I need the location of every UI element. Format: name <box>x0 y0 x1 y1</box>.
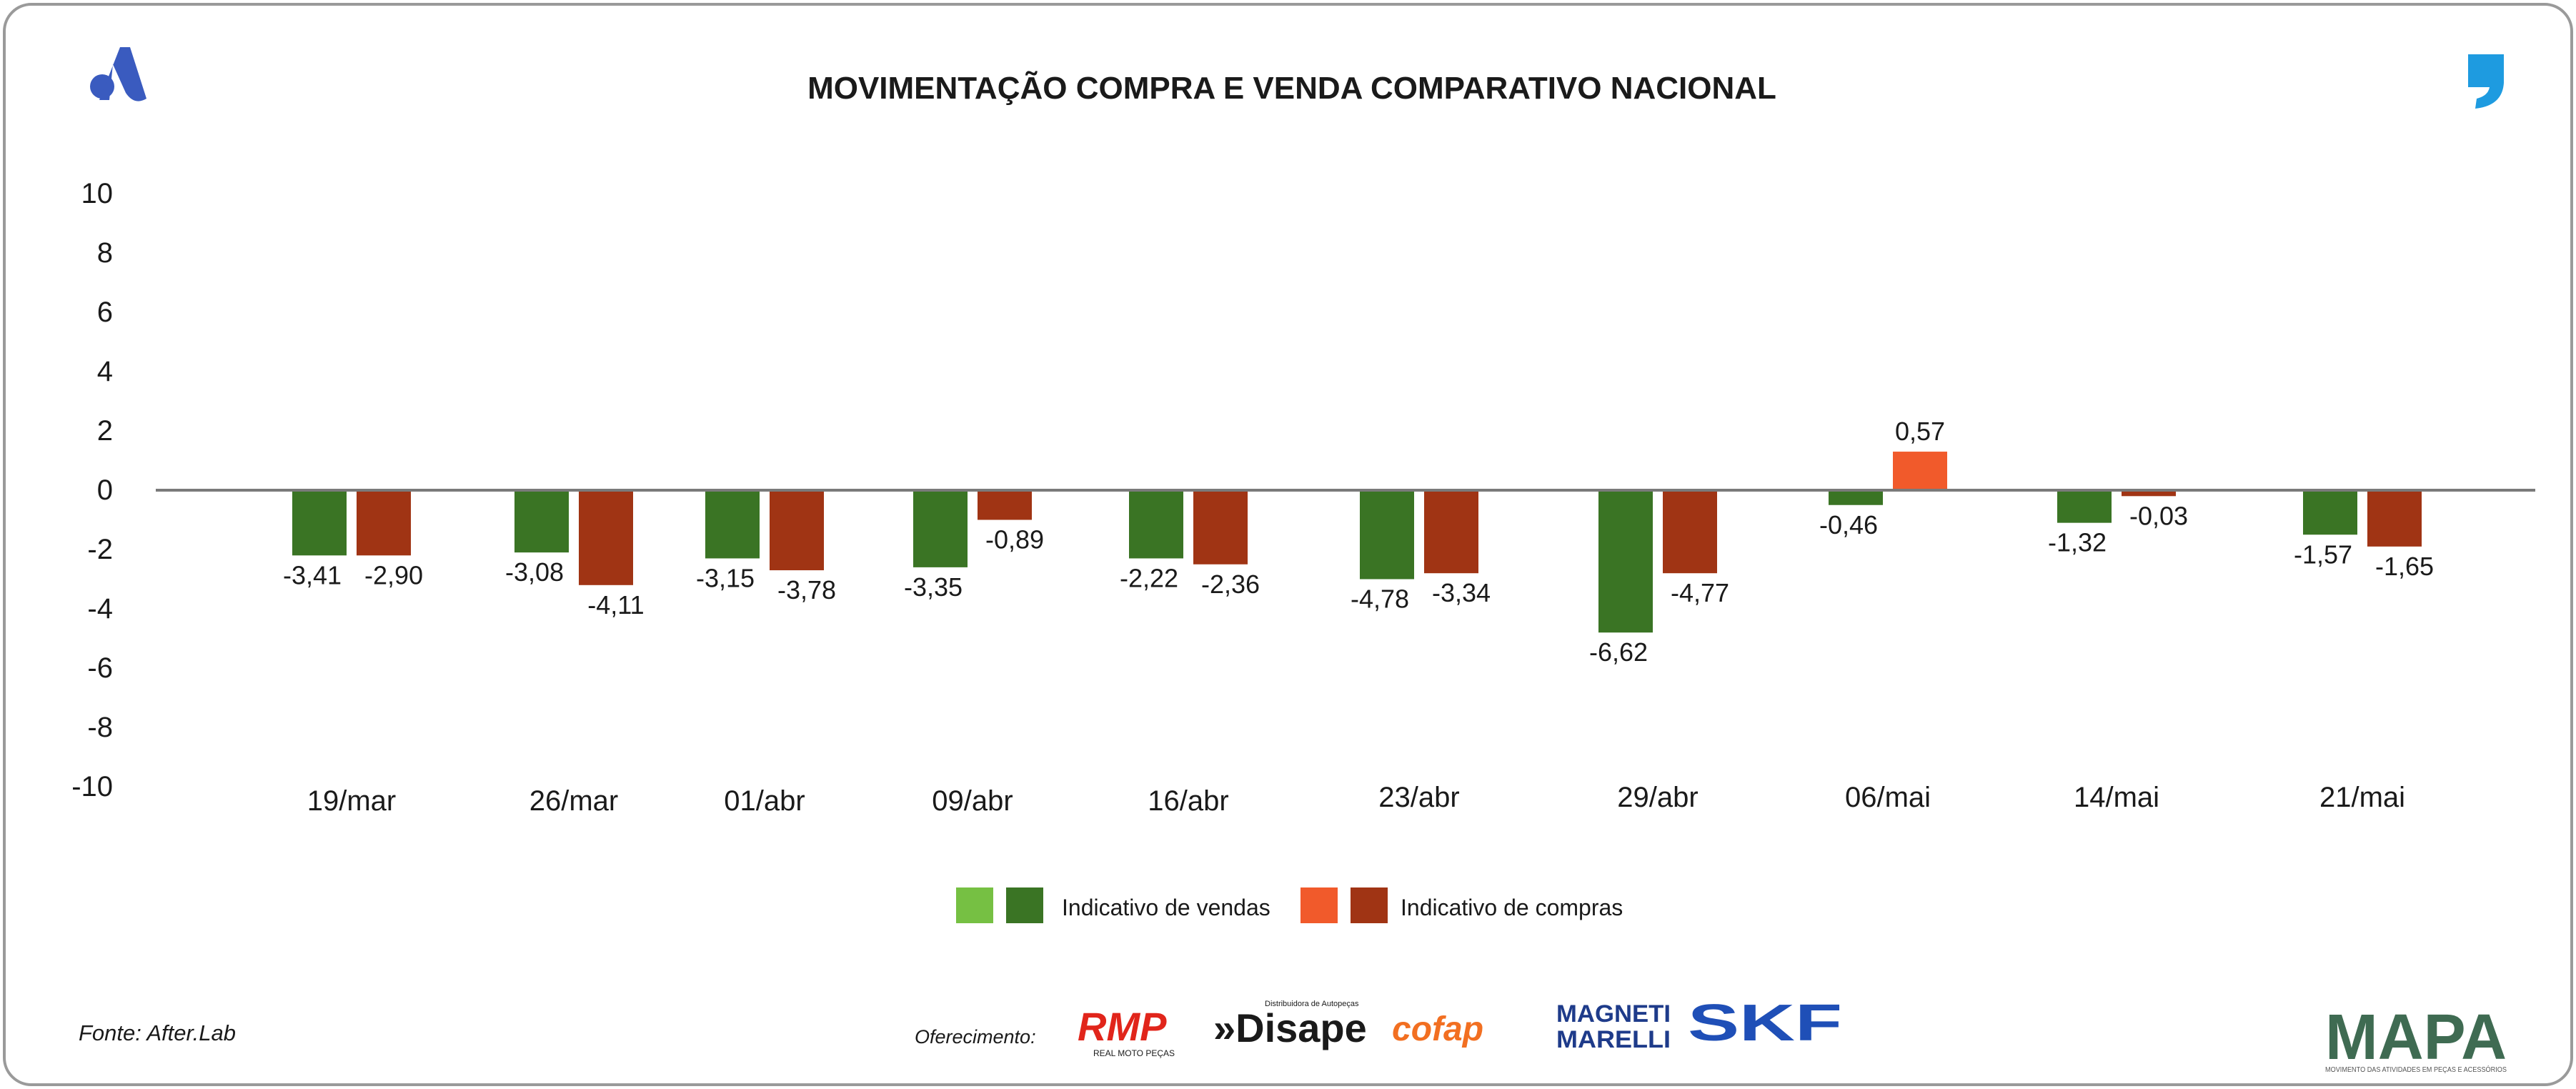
legend-label-compras: Indicativo de compras <box>1401 895 1623 920</box>
bar-compras-23-abr <box>1424 490 1478 574</box>
chart: MOVIMENTAÇÃO COMPRA E VENDA COMPARATIVO … <box>71 47 2535 1074</box>
mapa-logo: MAPA MOVIMENTO DAS ATIVIDADES EM PEÇAS E… <box>2325 1002 2507 1074</box>
y-tick: -4 <box>87 593 113 625</box>
bar-vendas-29-abr <box>1598 490 1653 633</box>
label-compras-21-mai: -1,65 <box>2375 552 2434 581</box>
bar-compras-26-mar <box>579 490 633 585</box>
afterlab-logo-icon <box>90 47 146 101</box>
disape-logo-text: »Disape <box>1213 1005 1367 1050</box>
bar-vendas-14-mai <box>2057 490 2112 523</box>
label-vendas-26-mar: -3,08 <box>505 557 564 587</box>
bar-compras-29-abr <box>1663 490 1717 574</box>
bar-labels-group: -3,41 -2,90 -3,08 -4,11 -3,15 -3,78 -3,35 -0,89… <box>283 417 2434 667</box>
y-tick: 8 <box>97 237 113 269</box>
disape-logo: Distribuidora de Autopeças »Disape <box>1213 1000 1367 1050</box>
y-tick: -8 <box>87 712 113 743</box>
skf-logo-text: SKF <box>1688 995 1842 1052</box>
sponsor-label: Oferecimento: <box>915 1026 1036 1048</box>
source-text: Fonte: After.Lab <box>79 1020 236 1045</box>
x-tick-14-mai: 14/mai <box>2074 782 2159 813</box>
y-tick: -10 <box>71 771 113 802</box>
legend-swatch-compras-dark <box>1351 887 1388 923</box>
bar-vendas-21-mai <box>2303 490 2357 535</box>
x-axis-ticks: 19/mar 26/mar 01/abr 09/abr 16/abr 23/abr 29/a… <box>307 782 2405 817</box>
bar-vendas-19-mar <box>292 490 347 556</box>
magneti-marelli-logo-text: MAGNETI <box>1556 1000 1671 1028</box>
label-compras-16-abr: -2,36 <box>1201 570 1260 599</box>
quote-mark-icon <box>2468 54 2504 109</box>
y-tick: -6 <box>87 652 113 684</box>
x-tick-29-abr: 29/abr <box>1617 782 1698 813</box>
label-vendas-14-mai: -1,32 <box>2048 528 2107 557</box>
bar-compras-09-abr <box>978 490 1032 520</box>
bar-compras-21-mai <box>2367 490 2422 547</box>
label-vendas-29-abr: -6,62 <box>1589 637 1648 667</box>
disape-logo-tagline: Distribuidora de Autopeças <box>1265 1000 1359 1008</box>
rmp-logo: RMP REAL MOTO PEÇAS <box>1078 1004 1175 1058</box>
label-compras-01-abr: -3,78 <box>777 575 836 605</box>
label-vendas-19-mar: -3,41 <box>283 560 342 590</box>
y-tick: 10 <box>81 178 114 209</box>
label-compras-14-mai: -0,03 <box>2129 501 2188 530</box>
legend-label-vendas: Indicativo de vendas <box>1062 895 1270 920</box>
label-vendas-23-abr: -4,78 <box>1351 585 1409 614</box>
legend-swatch-vendas-light <box>956 887 993 923</box>
rmp-logo-tagline: REAL MOTO PEÇAS <box>1093 1048 1175 1058</box>
label-compras-23-abr: -3,34 <box>1432 578 1491 607</box>
label-compras-26-mar: -4,11 <box>587 590 644 620</box>
x-tick-01-abr: 01/abr <box>724 785 805 817</box>
y-tick: 4 <box>97 356 113 387</box>
label-compras-06-mai: 0,57 <box>1895 417 1945 446</box>
label-compras-09-abr: -0,89 <box>985 525 1044 555</box>
bars-group <box>292 452 2422 633</box>
x-tick-21-mai: 21/mai <box>2319 782 2405 813</box>
bar-compras-06-mai <box>1893 452 1947 490</box>
bar-vendas-16-abr <box>1129 490 1183 559</box>
mapa-logo-text: MAPA <box>2325 1002 2507 1073</box>
bar-compras-19-mar <box>357 490 411 556</box>
bar-compras-14-mai <box>2122 490 2176 497</box>
y-tick: 2 <box>97 415 113 447</box>
chart-title: MOVIMENTAÇÃO COMPRA E VENDA COMPARATIVO … <box>807 70 1776 106</box>
label-vendas-16-abr: -2,22 <box>1120 563 1178 592</box>
x-tick-26-mar: 26/mar <box>529 785 619 817</box>
y-tick: -2 <box>87 534 113 565</box>
y-tick: 0 <box>97 474 113 506</box>
x-tick-19-mar: 19/mar <box>307 785 397 817</box>
magneti-marelli-logo: MAGNETI MARELLI <box>1556 1000 1671 1053</box>
label-compras-19-mar: -2,90 <box>364 560 423 590</box>
y-axis-ticks: 10 8 6 4 2 0 -2 -4 -6 -8 -10 <box>71 178 113 802</box>
x-tick-23-abr: 23/abr <box>1378 782 1459 813</box>
y-tick: 6 <box>97 297 113 328</box>
skf-logo: SKF <box>1688 995 1842 1052</box>
bar-vendas-01-abr <box>705 490 760 559</box>
legend: Indicativo de vendas Indicativo de compr… <box>956 887 1623 923</box>
x-tick-16-abr: 16/abr <box>1148 785 1228 817</box>
x-tick-09-abr: 09/abr <box>932 785 1013 817</box>
mapa-logo-tagline: MOVIMENTO DAS ATIVIDADES EM PEÇAS E ACES… <box>2325 1065 2507 1074</box>
magneti-marelli-logo-text-2: MARELLI <box>1556 1026 1671 1053</box>
bar-vendas-26-mar <box>514 490 569 553</box>
label-vendas-06-mai: -0,46 <box>1819 510 1878 539</box>
cofap-logo: cofap <box>1392 1010 1483 1048</box>
bar-compras-01-abr <box>770 490 824 571</box>
bar-vendas-06-mai <box>1829 490 1883 505</box>
rmp-logo-text: RMP <box>1078 1004 1167 1049</box>
label-vendas-09-abr: -3,35 <box>904 572 963 602</box>
legend-swatch-compras-light <box>1301 887 1338 923</box>
bar-vendas-23-abr <box>1360 490 1414 580</box>
label-compras-29-abr: -4,77 <box>1671 578 1729 607</box>
bar-vendas-09-abr <box>913 490 968 567</box>
cofap-logo-text: cofap <box>1392 1010 1483 1048</box>
chart-card: MOVIMENTAÇÃO COMPRA E VENDA COMPARATIVO … <box>3 3 2573 1086</box>
legend-swatch-vendas-dark <box>1006 887 1043 923</box>
label-vendas-01-abr: -3,15 <box>696 563 755 592</box>
x-tick-06-mai: 06/mai <box>1845 782 1931 813</box>
label-vendas-21-mai: -1,57 <box>2294 539 2352 569</box>
bar-compras-16-abr <box>1193 490 1248 565</box>
